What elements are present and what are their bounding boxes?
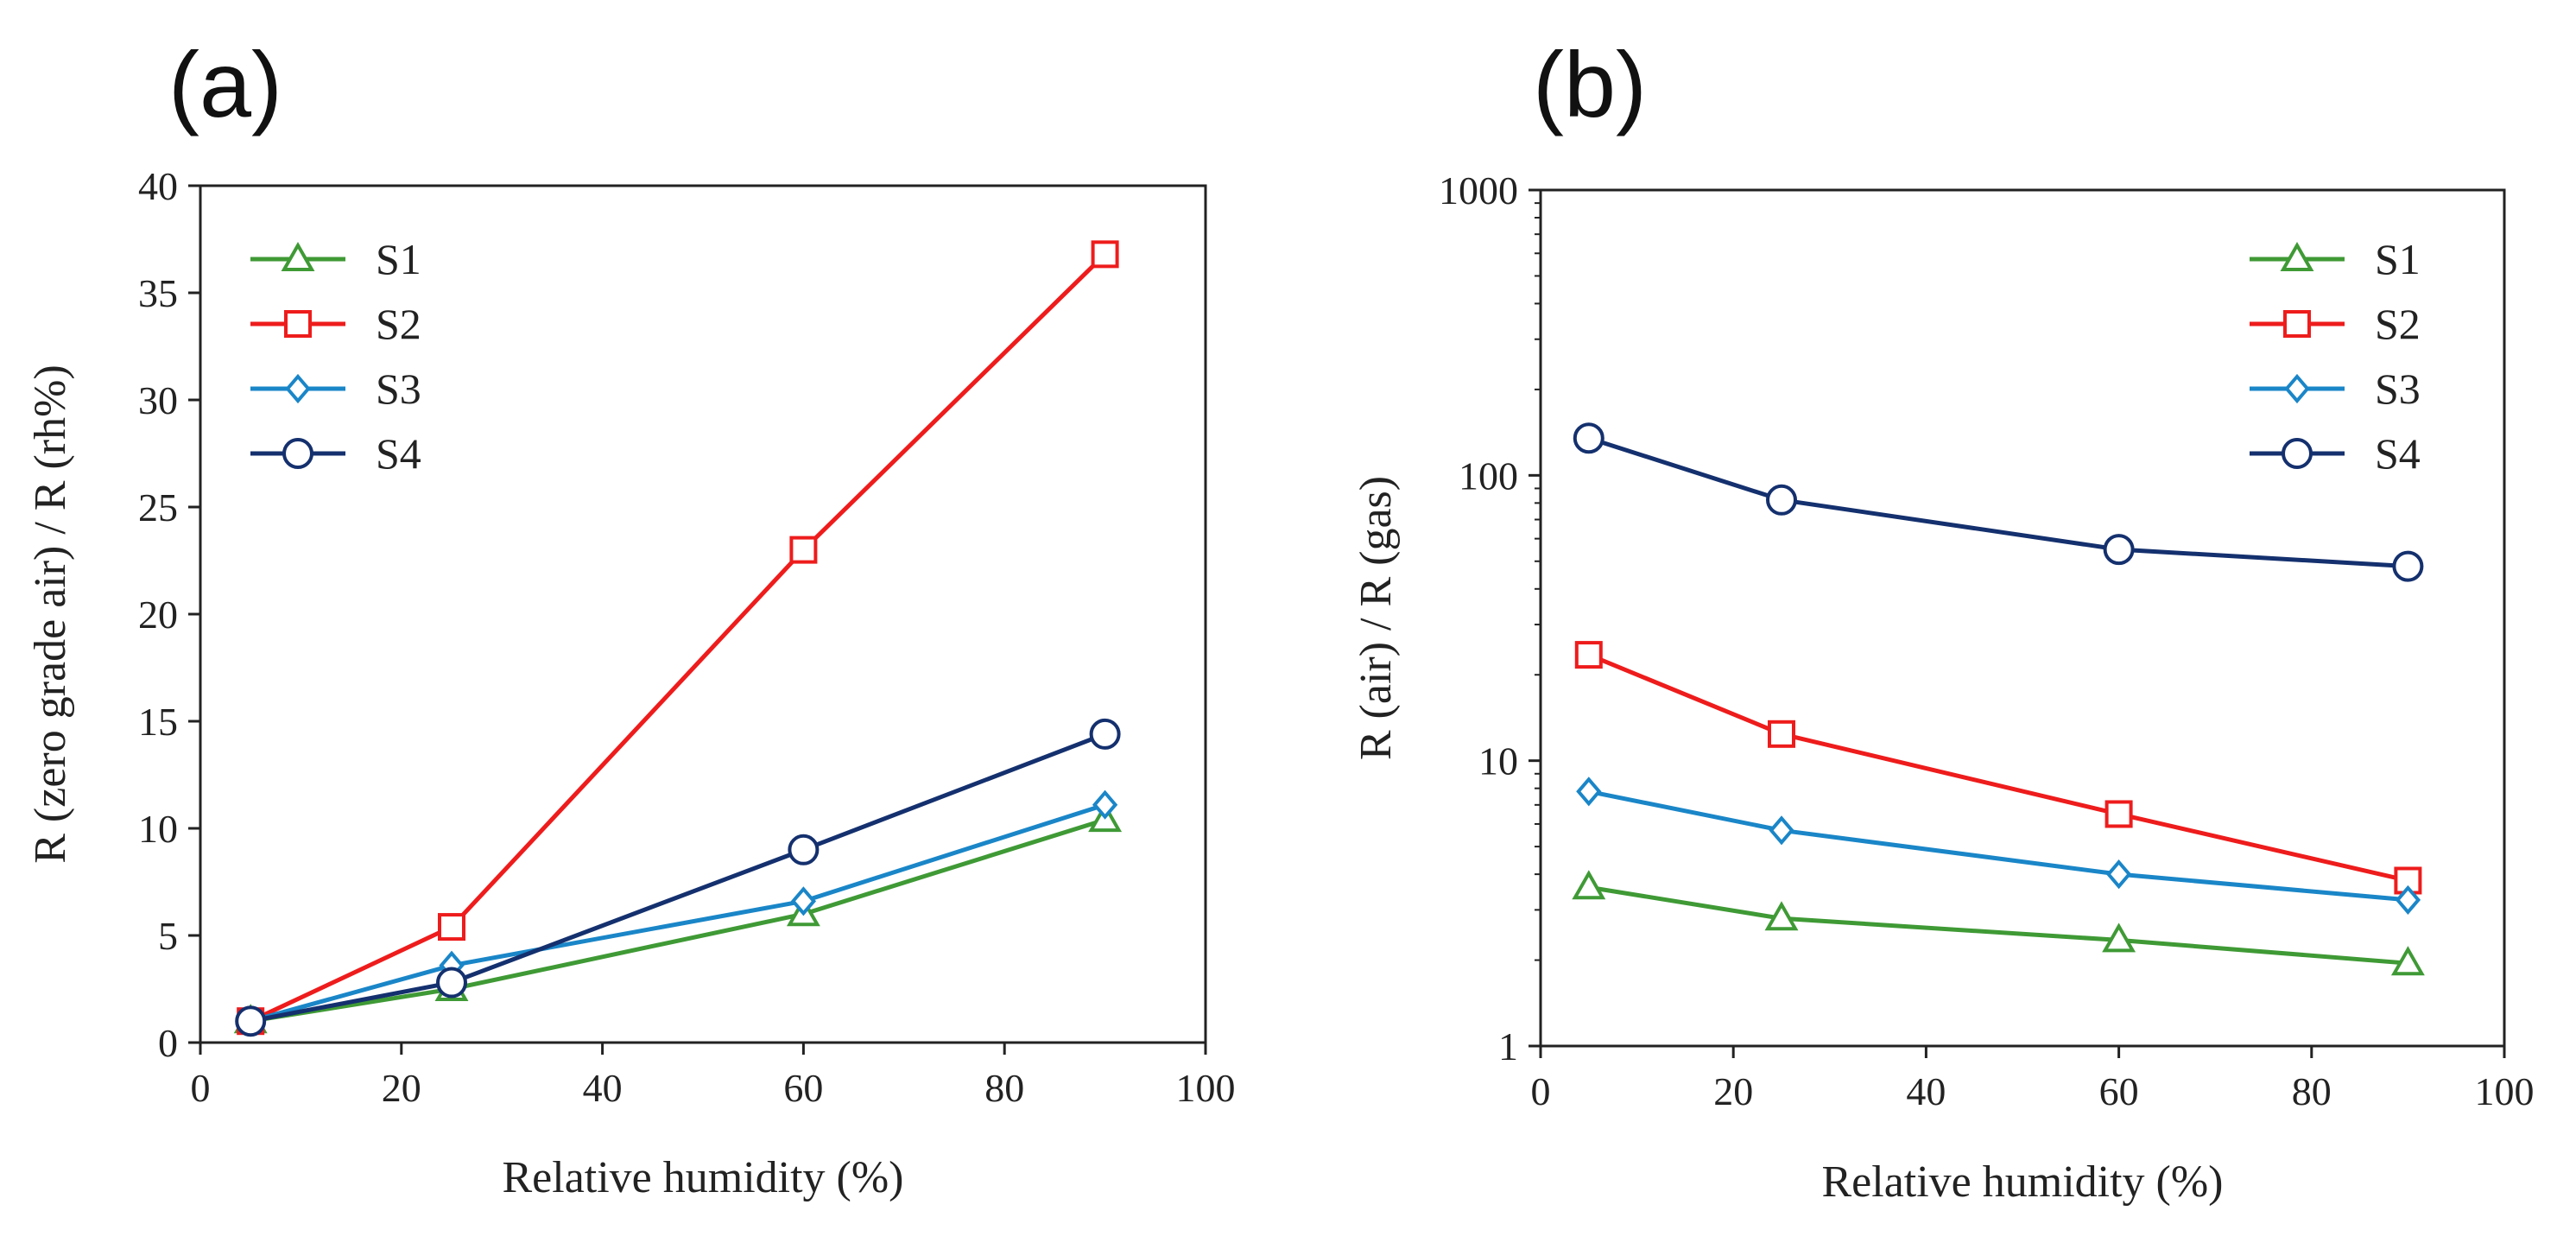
panel-b-point-s4-25	[1766, 484, 1797, 516]
panel-a-x-tick-label: 100	[1176, 1066, 1236, 1110]
panel-a-point-s4-90	[1089, 718, 1121, 750]
panel-a: (a) 0 20 40 60 80 100 0 5 10 15 20 25 30 35 40 Relative…	[26, 32, 1236, 1202]
panel-b-point-s3-25	[1769, 815, 1794, 846]
panel-b-x-tick-label: 60	[2099, 1069, 2139, 1113]
panel-b-x-tick-label: 20	[1713, 1069, 1753, 1113]
panel-a-point-s2-90	[1091, 240, 1119, 269]
panel-a-x-tick-label: 40	[583, 1066, 623, 1110]
panel-b-x-axis-title: Relative humidity (%)	[1821, 1157, 2223, 1207]
panel-a-legend-marker-s1	[281, 241, 315, 271]
panel-b-legend-marker-s2	[2283, 310, 2311, 338]
panel-a-y-axis-title: R (zero grade air) / R (rh%)	[26, 365, 75, 864]
panel-a-x-tick-label: 20	[382, 1066, 421, 1110]
panel-a-y-tick-label: 0	[158, 1021, 178, 1065]
panel-b-point-s1-5	[1572, 870, 1606, 900]
panel-b-point-s3-90	[2395, 884, 2421, 915]
panel-b-plot-frame	[1539, 188, 2506, 1048]
panel-a-y-tick-label: 20	[138, 593, 178, 637]
panel-b-x-tick-label: 100	[2475, 1069, 2535, 1113]
panel-a-series-line-s2	[250, 252, 1107, 1024]
panel-b-x-tick-label: 0	[1531, 1069, 1551, 1113]
panel-a-legend-label-s1: S1	[376, 235, 421, 283]
panel-a-series-line-s1	[250, 817, 1106, 1024]
panel-a-legend-marker-s4	[282, 438, 313, 469]
panel-a-legend-marker-s3	[285, 373, 311, 404]
panel-a-legend-label-s3: S3	[376, 365, 421, 413]
panel-a-point-s2-25	[438, 913, 465, 942]
panel-a-y-tick-label: 30	[138, 378, 178, 422]
panel-a-point-s4-60	[788, 834, 820, 865]
panel-a-x-tick-label: 0	[191, 1066, 211, 1110]
panel-b-series-line-s3	[1588, 789, 2408, 903]
panel-a-label: (a)	[168, 32, 282, 136]
panel-b: (b) 0 20 40 60 80 100 1 10 100 1000 Relative humid…	[1351, 32, 2535, 1207]
panel-b-point-s3-5	[1576, 777, 1602, 807]
panel-b-legend-marker-s1	[2280, 241, 2314, 271]
panel-a-y-tick-label: 5	[158, 914, 178, 958]
panel-b-y-tick-label: 1	[1498, 1024, 1518, 1068]
panel-a-point-s4-25	[436, 967, 467, 999]
panel-b-point-s1-60	[2102, 922, 2136, 953]
panel-b-y-tick-label: 1000	[1439, 168, 1518, 212]
panel-a-point-s2-60	[789, 536, 818, 564]
panel-b-point-s4-90	[2392, 550, 2424, 582]
panel-a-y-tick-label: 25	[138, 485, 178, 529]
panel-a-legend-marker-s2	[284, 310, 312, 338]
panel-b-legend-label-s1: S1	[2375, 235, 2421, 283]
panel-b-label: (b)	[1533, 32, 1647, 136]
panel-a-series-line-s3	[250, 802, 1106, 1024]
panel-b-point-s4-5	[1573, 422, 1604, 454]
panel-b-point-s1-90	[2390, 946, 2425, 976]
panel-a-y-tick-label: 15	[138, 700, 178, 744]
panel-a-point-s3-60	[790, 886, 817, 916]
panel-b-y-tick-label: 100	[1459, 453, 1518, 498]
panel-a-y-tick-label: 35	[138, 271, 178, 315]
panel-b-y-axis-title: R (air) / R (gas)	[1351, 476, 1401, 760]
panel-b-point-s2-5	[1574, 641, 1603, 669]
panel-b-x-tick-label: 40	[1906, 1069, 1946, 1113]
panel-a-x-axis-title: Relative humidity (%)	[502, 1153, 903, 1202]
panel-a-point-s4-5	[235, 1005, 267, 1037]
panel-a-y-tick-label: 10	[138, 807, 178, 851]
panel-a-series-line-s4	[250, 732, 1106, 1024]
panel-b-legend-marker-s4	[2282, 438, 2313, 469]
panel-b-x-tick-label: 80	[2292, 1069, 2332, 1113]
panel-b-y-tick-label: 10	[1478, 739, 1518, 783]
panel-a-plot-frame	[199, 184, 1207, 1044]
panel-b-point-s4-60	[2103, 534, 2135, 566]
panel-b-point-s3-60	[2105, 859, 2132, 890]
panel-b-point-s1-25	[1764, 901, 1799, 931]
panel-a-legend-label-s4: S4	[376, 429, 421, 478]
panel-b-series-line-s1	[1588, 884, 2408, 966]
panel-b-point-s2-25	[1768, 720, 1795, 748]
panel-a-y-tick-label: 40	[138, 164, 178, 208]
panel-a-legend-label-s2: S2	[376, 300, 421, 348]
panel-a-point-s3-90	[1092, 789, 1118, 820]
panel-a-x-tick-label: 80	[984, 1066, 1024, 1110]
panel-b-point-s2-60	[2104, 800, 2133, 828]
panel-b-legend-label-s2: S2	[2375, 300, 2421, 348]
panel-b-legend-marker-s3	[2284, 373, 2310, 404]
panel-b-series-line-s2	[1587, 652, 2408, 883]
panel-b-legend-label-s4: S4	[2375, 429, 2421, 478]
panel-b-series-line-s4	[1588, 435, 2408, 569]
panel-a-x-tick-label: 60	[783, 1066, 823, 1110]
panel-b-legend-label-s3: S3	[2375, 365, 2421, 413]
